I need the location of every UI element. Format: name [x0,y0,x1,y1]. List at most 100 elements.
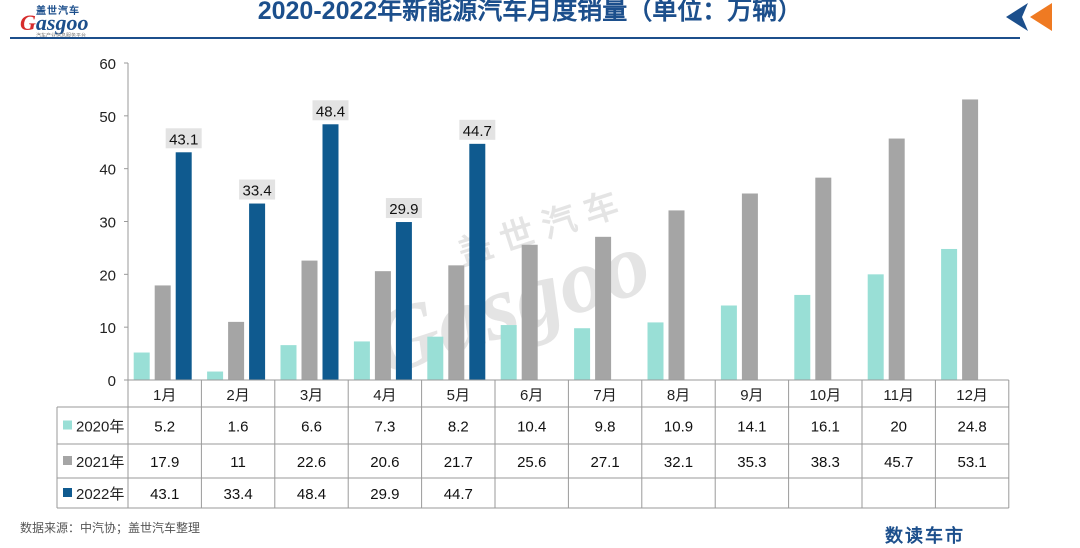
data-label: 48.4 [316,103,345,120]
table-cell-value: 35.3 [737,454,766,471]
bar-2020年-1月 [133,352,150,380]
table-cell-value: 33.4 [223,486,252,503]
data-label: 44.7 [463,123,492,140]
bar-2021年-11月 [888,138,905,380]
data-label: 33.4 [242,183,271,200]
table-cell-value: 25.6 [517,454,546,471]
monthly-sales-chart: 0 10 20 30 40 50 60 43.1 33.4 48.4 29.9 44.7 1月 2月 3月 4… [56,56,1010,509]
data-label-box [459,119,496,140]
bar-2020年-12月 [941,248,958,380]
table-cell-value: 17.9 [150,454,179,471]
table-cell-value: 48.4 [297,486,326,503]
table-cell-value: 22.6 [297,454,326,471]
x-tick-label: 10月 [809,387,841,404]
bar-2020年-4月 [353,341,370,380]
arrow-orange-shape [1030,3,1052,31]
table-cell-value: 44.7 [444,486,473,503]
bar-2021年-3月 [301,260,318,380]
logo-tagline: 汽车产业信息服务平台 [36,33,87,39]
y-tick-label: 20 [99,267,116,284]
x-tick-label: 2月 [226,387,249,404]
bar-2021年-9月 [741,193,758,380]
x-tick-label: 9月 [740,387,763,404]
y-tick-label: 10 [99,320,116,337]
page-title: 2020-2022年新能源汽车月度销量（单位：万辆） [257,0,803,25]
bar-2021年-12月 [962,99,979,380]
bar-2022年-2月 [249,203,266,380]
back-arrow-icon[interactable] [1004,0,1054,34]
table-cell-value: 20.6 [370,454,399,471]
table-cell-value: 43.1 [150,486,179,503]
footer-brand: 数读车市 [885,526,965,546]
header: 盖世汽车 Gasgoo 汽车产业信息服务平台 2020-2022年新能源汽车月度… [0,0,1080,40]
bar-2020年-9月 [720,305,737,380]
table-cell-value: 53.1 [957,454,986,471]
table-cell-value: 6.6 [301,419,322,436]
table-cell-value: 16.1 [811,419,840,436]
y-tick-label: 0 [108,373,116,390]
data-label-box [385,198,422,219]
bar-2021年-4月 [374,271,391,380]
bar-2022年-3月 [322,124,339,380]
bar-2020年-3月 [280,345,297,380]
bar-2022年-4月 [395,222,412,380]
x-tick-label: 12月 [956,387,988,404]
table-cell-value: 29.9 [370,486,399,503]
bar-2020年-10月 [794,294,811,380]
y-tick-label: 50 [99,109,116,126]
bar-2021年-5月 [448,265,465,380]
bar-2022年-1月 [175,152,192,380]
logo-en-rest: asgoo [35,10,89,35]
x-tick-label: 6月 [520,387,543,404]
bar-2020年-2月 [207,371,224,380]
bar-2020年-6月 [500,325,517,380]
table-cell-value: 45.7 [884,454,913,471]
x-tick-label: 7月 [593,387,616,404]
legend-key-2020年 [63,420,72,430]
legend-label: 2020年 [76,419,124,436]
legend-label: 2022年 [76,486,124,503]
bar-2021年-8月 [668,210,685,380]
data-source-note: 数据来源：中汽协；盖世汽车整理 [20,521,201,535]
table-cell-value: 10.4 [517,419,546,436]
table-cell-value: 1.6 [228,419,249,436]
table-cell-value: 27.1 [590,454,619,471]
bar-2020年-7月 [574,328,591,380]
arrow-blue-shape [1006,3,1028,31]
data-label-box [239,179,276,200]
x-tick-label: 11月 [883,387,914,404]
bar-2020年-11月 [867,274,884,380]
table-cell-value: 24.8 [957,419,986,436]
table-cell-value: 9.8 [595,419,616,436]
data-label-box [312,100,349,121]
y-tick-label: 40 [99,162,116,179]
table-cell-value: 38.3 [811,454,840,471]
bar-2021年-7月 [595,236,612,380]
table-cell-value: 21.7 [444,454,473,471]
legend-key-2022年 [63,488,72,497]
table-cell-value: 20 [890,419,907,436]
logo-cn-text: 盖世汽车 [36,6,80,17]
table-cell-value: 32.1 [664,454,693,471]
table-cell-value: 8.2 [448,419,469,436]
title-divider [10,37,1020,39]
y-tick-label: 30 [99,215,116,232]
table-cell-value: 10.9 [664,419,693,436]
table-cell-value: 7.3 [374,419,395,436]
bar-2021年-1月 [154,285,171,380]
table-cell-value: 11 [230,454,246,471]
x-tick-label: 5月 [447,387,470,404]
logo-en-text: Gasgoo [20,10,88,36]
legend-label: 2021年 [76,454,124,471]
x-tick-label: 1月 [153,387,176,404]
table-cell-value: 5.2 [154,419,175,436]
data-label: 29.9 [389,201,418,218]
gasgoo-logo[interactable]: 盖世汽车 Gasgoo 汽车产业信息服务平台 [10,2,130,39]
data-label: 43.1 [169,131,198,148]
data-label-box [165,128,202,149]
x-tick-label: 4月 [373,387,396,404]
bar-2022年-5月 [469,143,486,380]
legend-key-2021年 [63,456,72,465]
bar-2021年-10月 [815,177,832,380]
bar-2020年-5月 [427,336,444,380]
